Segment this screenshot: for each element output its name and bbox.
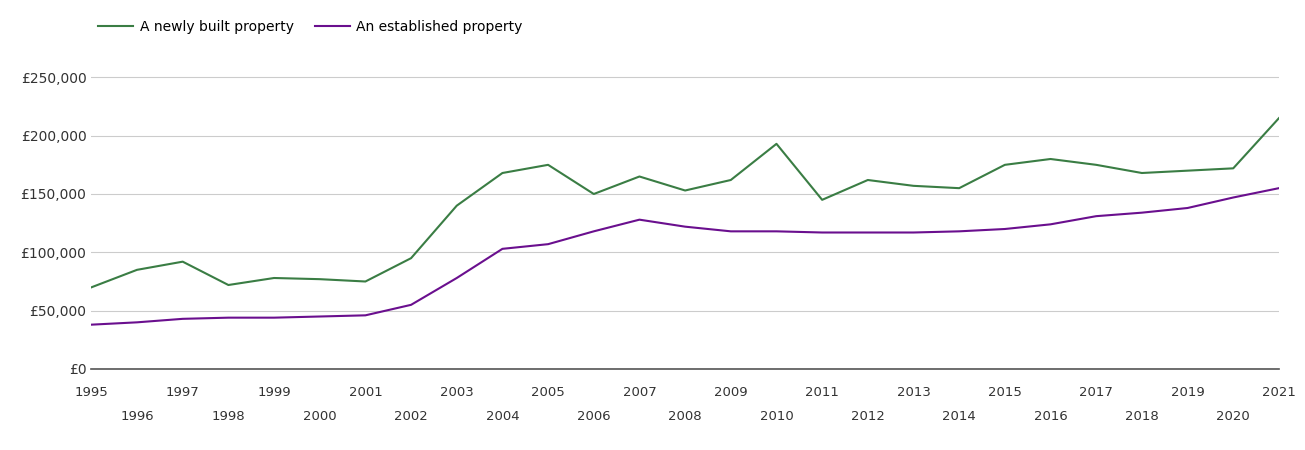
- An established property: [221, 315, 236, 320]
- A newly built property: [1088, 162, 1104, 167]
- An established property: [906, 230, 921, 235]
- Text: 2009: 2009: [714, 386, 748, 399]
- An established property: [1180, 205, 1195, 211]
- A newly built property: [677, 188, 693, 193]
- A newly built property: [540, 162, 556, 167]
- Text: 2013: 2013: [897, 386, 930, 399]
- Text: 2018: 2018: [1125, 410, 1159, 423]
- An established property: [1134, 210, 1150, 216]
- An established property: [951, 229, 967, 234]
- Text: 2014: 2014: [942, 410, 976, 423]
- An established property: [495, 246, 510, 252]
- A newly built property: [814, 197, 830, 202]
- Text: 2012: 2012: [851, 410, 885, 423]
- Text: 2006: 2006: [577, 410, 611, 423]
- Text: 1997: 1997: [166, 386, 200, 399]
- Text: 2000: 2000: [303, 410, 337, 423]
- A newly built property: [175, 259, 191, 264]
- Text: 2015: 2015: [988, 386, 1022, 399]
- Legend: A newly built property, An established property: A newly built property, An established p…: [98, 20, 523, 34]
- Text: 1996: 1996: [120, 410, 154, 423]
- A newly built property: [1134, 170, 1150, 176]
- Text: 2007: 2007: [622, 386, 656, 399]
- A newly built property: [997, 162, 1013, 167]
- Text: 2003: 2003: [440, 386, 474, 399]
- Text: 1999: 1999: [257, 386, 291, 399]
- A newly built property: [632, 174, 647, 179]
- An established property: [723, 229, 739, 234]
- Text: 2001: 2001: [348, 386, 382, 399]
- Text: 2020: 2020: [1216, 410, 1250, 423]
- Text: 2011: 2011: [805, 386, 839, 399]
- An established property: [860, 230, 876, 235]
- An established property: [814, 230, 830, 235]
- A newly built property: [129, 267, 145, 273]
- An established property: [997, 226, 1013, 232]
- Text: 2016: 2016: [1034, 410, 1067, 423]
- An established property: [1043, 222, 1058, 227]
- Text: 2021: 2021: [1262, 386, 1296, 399]
- A newly built property: [84, 285, 99, 290]
- An established property: [769, 229, 784, 234]
- A newly built property: [1271, 116, 1287, 121]
- A newly built property: [769, 141, 784, 147]
- Text: 2008: 2008: [668, 410, 702, 423]
- An established property: [1088, 213, 1104, 219]
- An established property: [1271, 185, 1287, 191]
- An established property: [266, 315, 282, 320]
- Text: 2002: 2002: [394, 410, 428, 423]
- A newly built property: [1043, 156, 1058, 162]
- An established property: [449, 275, 465, 281]
- An established property: [175, 316, 191, 322]
- A newly built property: [266, 275, 282, 281]
- A newly built property: [951, 185, 967, 191]
- Line: An established property: An established property: [91, 188, 1279, 324]
- Line: A newly built property: A newly built property: [91, 118, 1279, 288]
- An established property: [312, 314, 328, 319]
- Text: 2004: 2004: [485, 410, 519, 423]
- An established property: [403, 302, 419, 307]
- An established property: [632, 217, 647, 222]
- A newly built property: [723, 177, 739, 183]
- Text: 1998: 1998: [211, 410, 245, 423]
- A newly built property: [403, 256, 419, 261]
- A newly built property: [449, 203, 465, 208]
- Text: 2019: 2019: [1171, 386, 1205, 399]
- An established property: [84, 322, 99, 327]
- An established property: [1225, 195, 1241, 200]
- A newly built property: [495, 170, 510, 176]
- An established property: [586, 229, 602, 234]
- Text: 2010: 2010: [760, 410, 793, 423]
- A newly built property: [1225, 166, 1241, 171]
- A newly built property: [586, 191, 602, 197]
- An established property: [358, 313, 373, 318]
- A newly built property: [312, 276, 328, 282]
- An established property: [129, 320, 145, 325]
- A newly built property: [906, 183, 921, 189]
- Text: 2017: 2017: [1079, 386, 1113, 399]
- A newly built property: [1180, 168, 1195, 173]
- An established property: [677, 224, 693, 230]
- Text: 1995: 1995: [74, 386, 108, 399]
- A newly built property: [221, 282, 236, 288]
- Text: 2005: 2005: [531, 386, 565, 399]
- A newly built property: [860, 177, 876, 183]
- A newly built property: [358, 279, 373, 284]
- An established property: [540, 242, 556, 247]
